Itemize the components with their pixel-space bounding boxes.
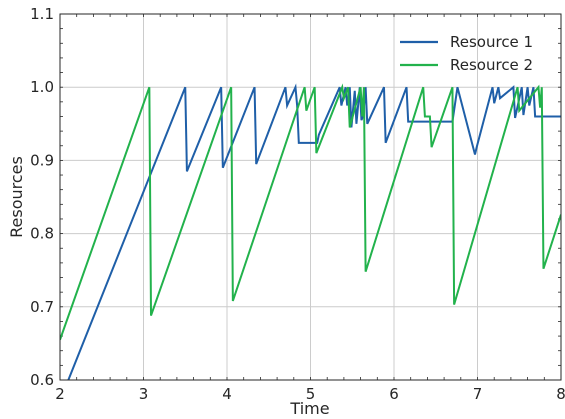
y-axis-label: Resources [7, 156, 26, 238]
plot-frame [59, 13, 562, 381]
y-tick-label: 0.6 [30, 371, 54, 389]
legend-label-2: Resource 2 [450, 56, 533, 74]
x-tick-label: 6 [389, 385, 399, 403]
legend-label-1: Resource 1 [450, 33, 533, 51]
x-tick-labels: 2 3 4 5 6 7 8 [55, 385, 565, 403]
y-tick-label: 0.8 [30, 225, 54, 243]
y-tick-label: 0.9 [30, 151, 54, 169]
x-tick-label: 4 [222, 385, 232, 403]
y-tick-labels: 0.6 0.7 0.8 0.9 1.0 1.1 [30, 5, 54, 389]
series-lines [60, 83, 561, 380]
x-tick-label: 2 [55, 385, 65, 403]
x-tick-label: 3 [139, 385, 149, 403]
legend: Resource 1 Resource 2 [400, 33, 533, 74]
x-tick-label: 8 [556, 385, 565, 403]
x-axis-label: Time [289, 399, 329, 418]
series-line-1 [67, 83, 561, 380]
y-tick-label: 1.1 [30, 5, 54, 23]
x-tick-label: 7 [473, 385, 483, 403]
y-tick-label: 1.0 [30, 78, 54, 96]
series-line-2 [60, 83, 561, 341]
x-tick-label: 5 [306, 385, 316, 403]
y-tick-label: 0.7 [30, 298, 54, 316]
